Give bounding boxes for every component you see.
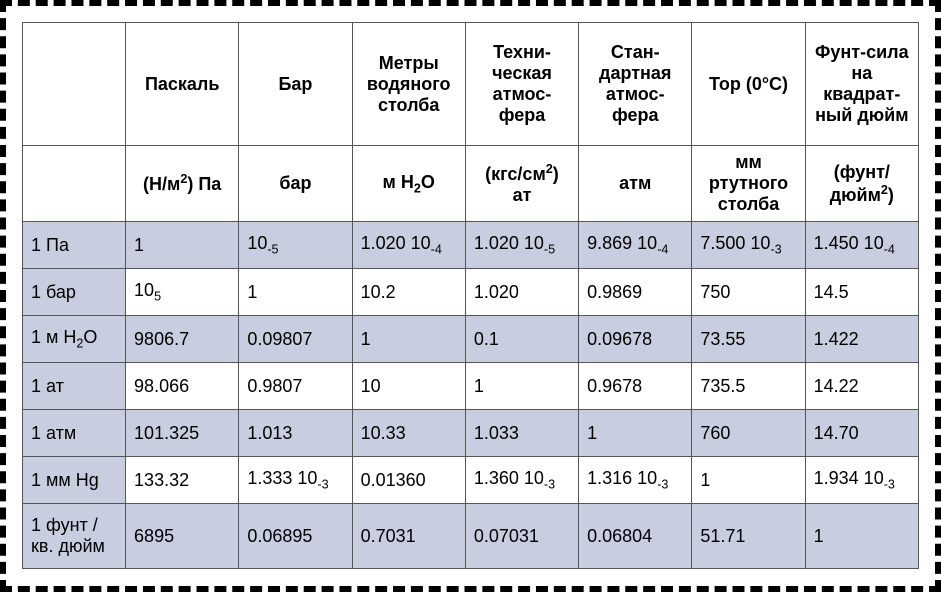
table-row: 1 фунт / кв. дюйм68950.068950.70310.0703… [23,504,919,569]
cell: 0.06804 [579,504,692,569]
table-row: 1 мм Hg133.321.333 10-30.013601.360 10-3… [23,457,919,504]
cell: 735.5 [692,363,805,410]
header-pascal: Паскаль [126,23,239,146]
cell: 1.020 10-5 [465,222,578,269]
cell: 101.325 [126,410,239,457]
header-at: Техни­ческая атмос­фера [465,23,578,146]
header2-pascal: (Н/м2) Па [126,146,239,222]
dashed-frame: Паскаль Бар Метры водя­ного столба Техни… [0,0,941,592]
cell: 1.020 [465,269,578,316]
cell: 6895 [126,504,239,569]
cell: 51.71 [692,504,805,569]
cell: 14.22 [805,363,918,410]
row-head: 1 ат [23,363,126,410]
cell: 0.9678 [579,363,692,410]
row-head: 1 фунт / кв. дюйм [23,504,126,569]
table-body: 1 Па110-51.020 10-41.020 10-59.869 10-47… [23,222,919,569]
table-row: 1 ат98.0660.98071010.9678735.514.22 [23,363,919,410]
cell: 1.033 [465,410,578,457]
cell: 9.869 10-4 [579,222,692,269]
cell: 1.316 10-3 [579,457,692,504]
header-mh2o: Метры водя­ного столба [352,23,465,146]
cell: 1 [465,363,578,410]
header-empty [23,23,126,146]
table-row: 1 Па110-51.020 10-41.020 10-59.869 10-47… [23,222,919,269]
row-head: 1 мм Hg [23,457,126,504]
cell: 1 [805,504,918,569]
cell: 0.7031 [352,504,465,569]
cell: 10-5 [239,222,352,269]
cell: 0.09807 [239,316,352,363]
cell: 10.2 [352,269,465,316]
header-atm: Стан­дартная атмос­фера [579,23,692,146]
cell: 1 [239,269,352,316]
header-torr: Тор (0°C) [692,23,805,146]
cell: 0.9869 [579,269,692,316]
row-head: 1 бар [23,269,126,316]
row-head: 1 Па [23,222,126,269]
table-row: 1 м H2O9806.70.0980710.10.0967873.551.42… [23,316,919,363]
cell: 0.01360 [352,457,465,504]
row-head: 1 м H2O [23,316,126,363]
header2-empty [23,146,126,222]
pressure-conversion-table: Паскаль Бар Метры водя­ного столба Техни… [22,22,919,569]
header2-atm: атм [579,146,692,222]
table-row: 1 атм101.3251.01310.331.033176014.70 [23,410,919,457]
cell: 1 [692,457,805,504]
cell: 105 [126,269,239,316]
cell: 1.934 10-3 [805,457,918,504]
header2-at: (кгс/см2) ат [465,146,578,222]
header-bar: Бар [239,23,352,146]
row-head: 1 атм [23,410,126,457]
cell: 73.55 [692,316,805,363]
header-psi: Фунт-сила на квадрат­ный дюйм [805,23,918,146]
header2-bar: бар [239,146,352,222]
header-row-names: Паскаль Бар Метры водя­ного столба Техни… [23,23,919,146]
cell: 1 [579,410,692,457]
cell: 10 [352,363,465,410]
cell: 133.32 [126,457,239,504]
header2-psi: (фунт/ дюйм2) [805,146,918,222]
header-row-units: (Н/м2) Па бар м H2O (кгс/см2) ат атм мм … [23,146,919,222]
cell: 1 [126,222,239,269]
cell: 1.450 10-4 [805,222,918,269]
cell: 0.09678 [579,316,692,363]
cell: 1.422 [805,316,918,363]
table-row: 1 бар105110.21.0200.986975014.5 [23,269,919,316]
cell: 1.360 10-3 [465,457,578,504]
cell: 1.020 10-4 [352,222,465,269]
cell: 0.9807 [239,363,352,410]
cell: 9806.7 [126,316,239,363]
header2-mh2o: м H2O [352,146,465,222]
cell: 0.06895 [239,504,352,569]
cell: 1.333 10-3 [239,457,352,504]
cell: 1 [352,316,465,363]
cell: 7.500 10-3 [692,222,805,269]
cell: 1.013 [239,410,352,457]
cell: 10.33 [352,410,465,457]
cell: 0.1 [465,316,578,363]
cell: 760 [692,410,805,457]
header2-torr: мм ртутного столба [692,146,805,222]
cell: 750 [692,269,805,316]
cell: 98.066 [126,363,239,410]
cell: 14.70 [805,410,918,457]
cell: 0.07031 [465,504,578,569]
table-container: Паскаль Бар Метры водя­ного столба Техни… [22,22,919,570]
cell: 14.5 [805,269,918,316]
